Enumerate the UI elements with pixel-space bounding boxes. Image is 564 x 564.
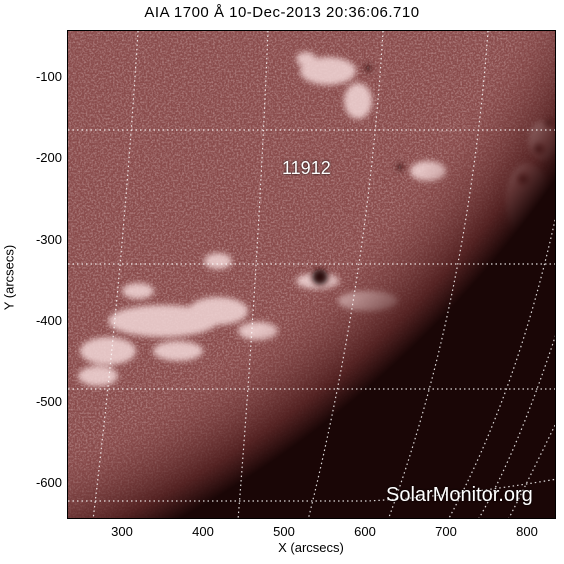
solar-disk-image xyxy=(68,31,555,518)
y-tick-label: -400 xyxy=(35,313,62,328)
x-tick-label: 600 xyxy=(354,524,376,539)
x-tick-label: 700 xyxy=(435,524,457,539)
heliographic-grid xyxy=(68,31,555,518)
y-tick-label: -300 xyxy=(35,232,62,247)
y-tick-label: -100 xyxy=(35,69,62,84)
active-region-label: 11912 xyxy=(282,158,331,178)
x-tick-label: 800 xyxy=(516,524,538,539)
x-tick-label: 500 xyxy=(273,524,295,539)
y-tick-label: -600 xyxy=(35,475,62,490)
x-tick-label: 300 xyxy=(111,524,133,539)
solar-image-frame xyxy=(67,30,556,519)
x-axis-label: X (arcsecs) xyxy=(278,540,344,555)
x-tick-label: 400 xyxy=(192,524,214,539)
watermark: SolarMonitor.org xyxy=(386,484,533,506)
image-title: AIA 1700 Å 10-Dec-2013 20:36:06.710 xyxy=(144,4,420,21)
y-tick-label: -200 xyxy=(35,150,62,165)
y-axis-label: Y (arcsecs) xyxy=(1,244,17,311)
limb-darkening xyxy=(68,31,555,518)
y-tick-label: -500 xyxy=(35,394,62,409)
